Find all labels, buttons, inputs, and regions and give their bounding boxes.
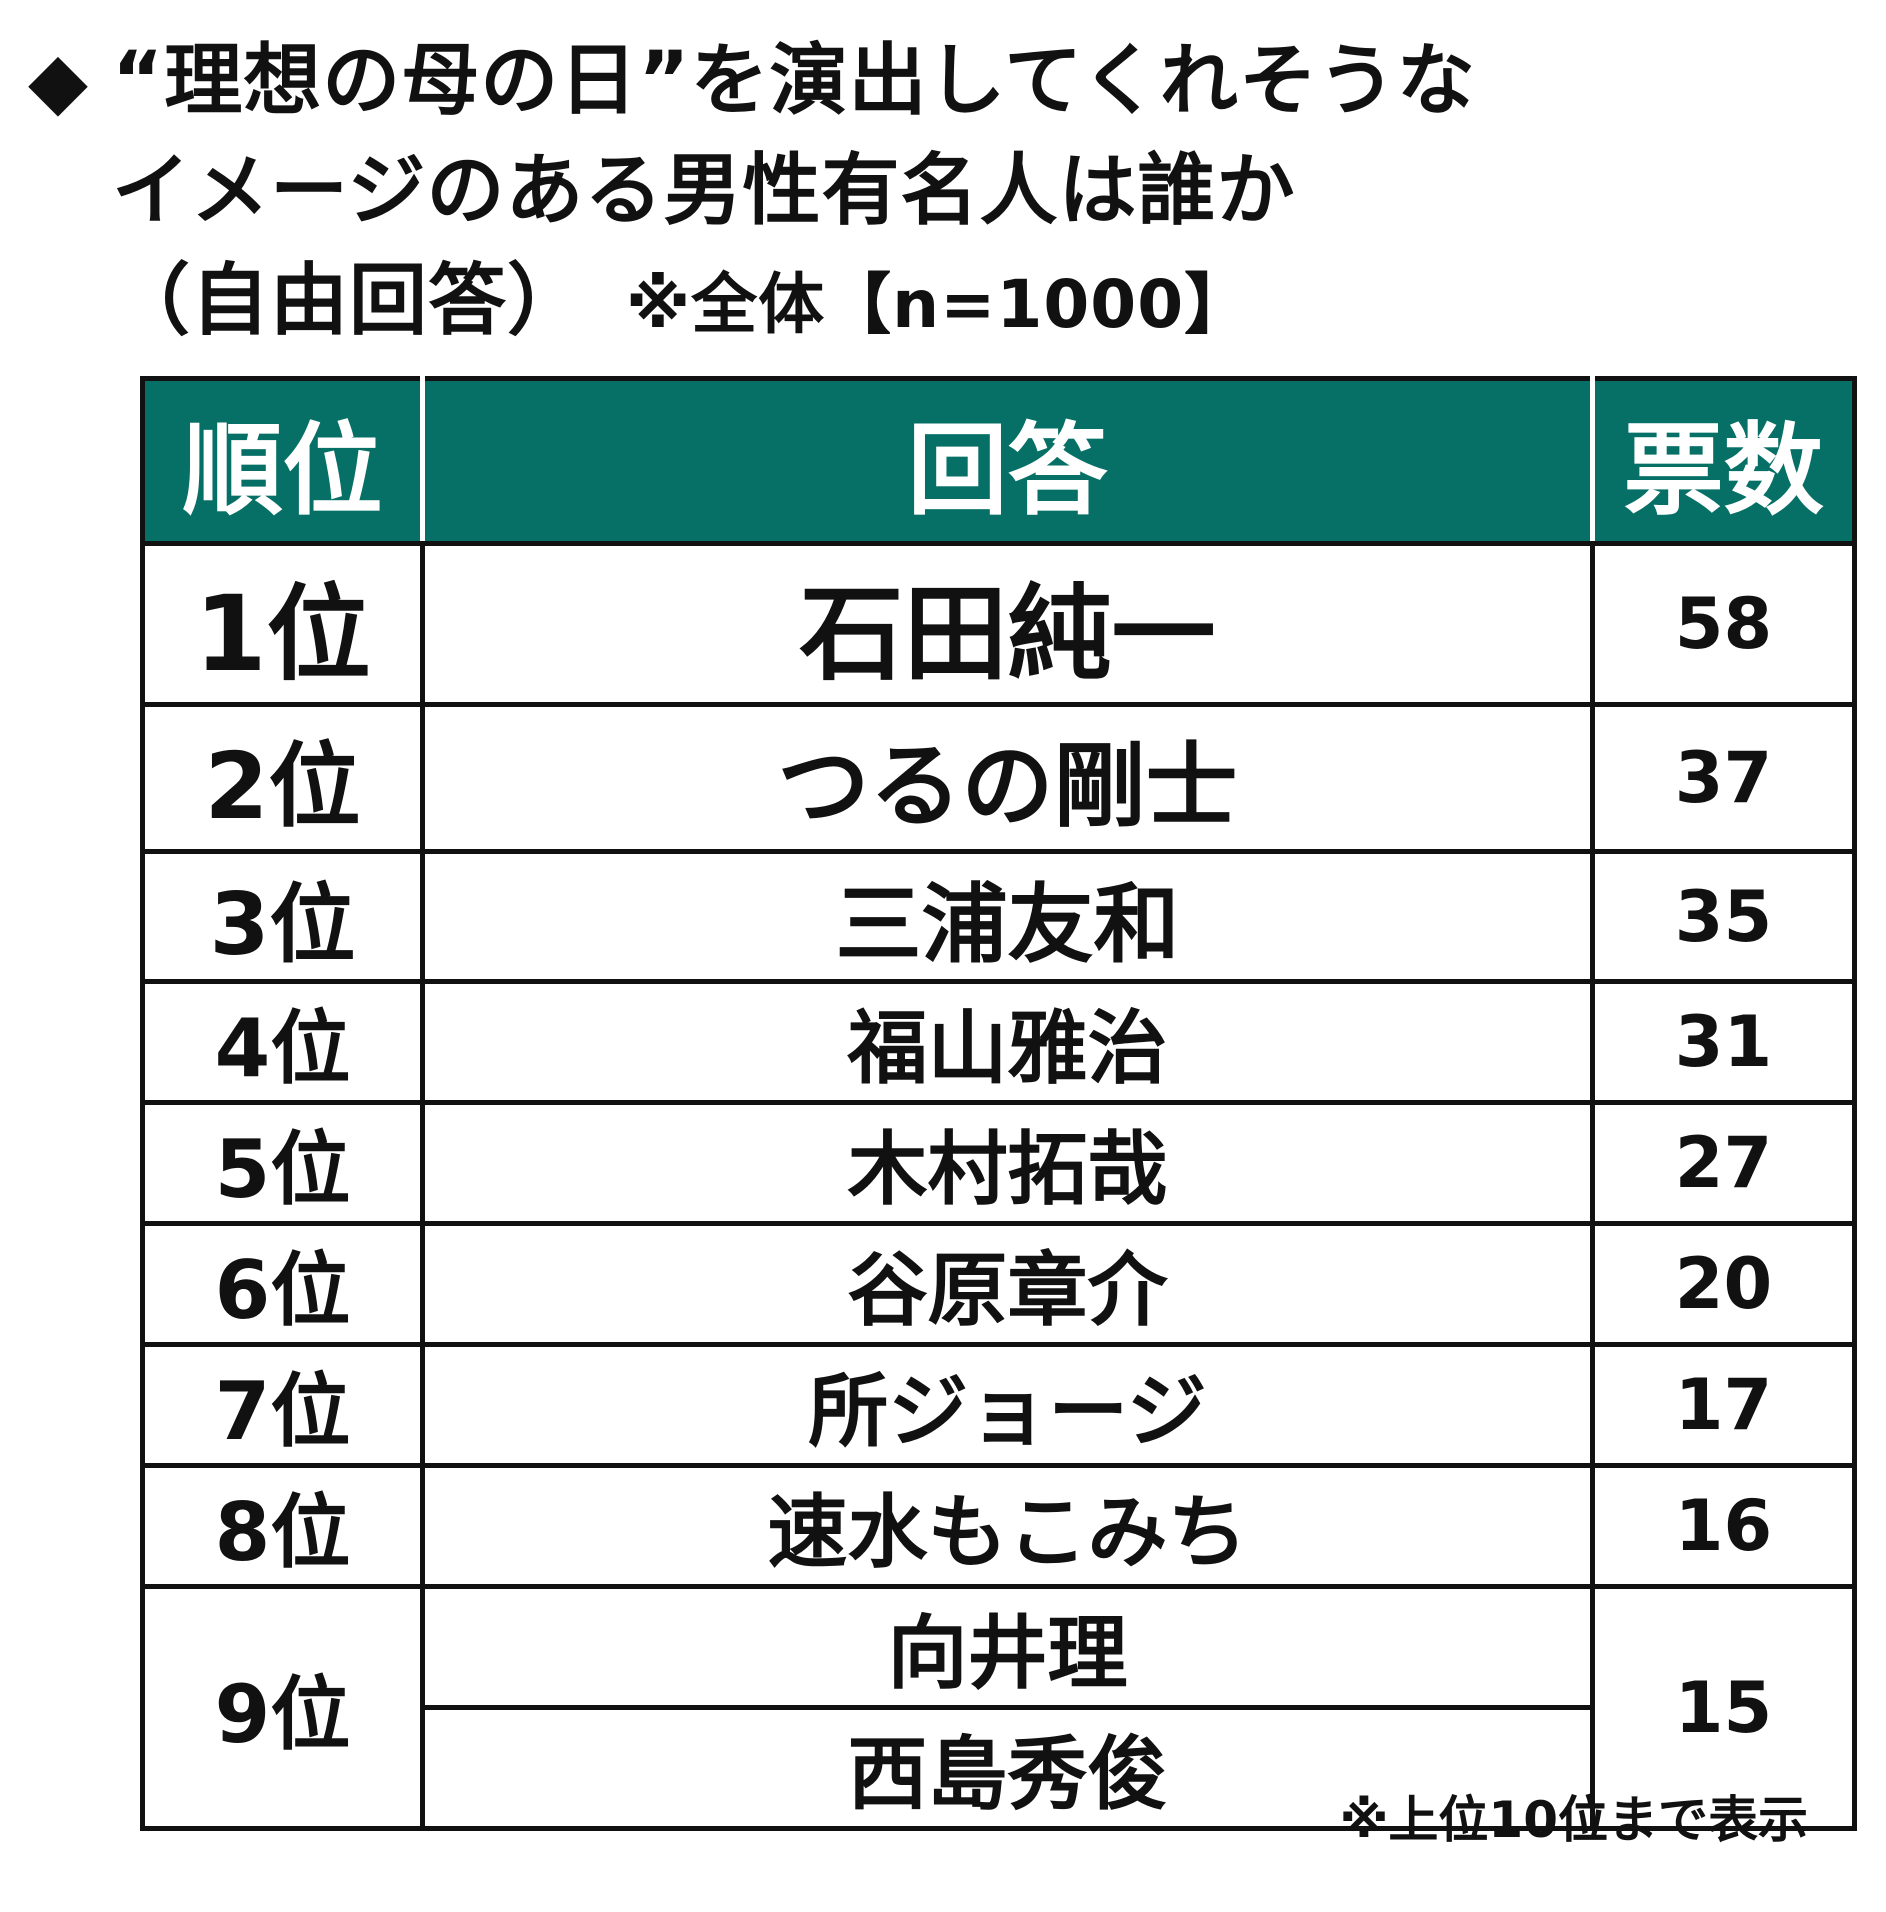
answer-cell: つるの剛士	[420, 702, 1595, 854]
votes-cell: 15	[1590, 1584, 1857, 1831]
rank-cell: 5位	[140, 1100, 425, 1226]
answer-cell: 福山雅治	[420, 979, 1595, 1105]
table-row: 4位 福山雅治 31	[140, 979, 1857, 1105]
table-row: 西島秀俊	[143, 1705, 1855, 1831]
diamond-icon: ◆	[28, 36, 89, 126]
table-row: 3位 三浦友和 35	[140, 849, 1857, 984]
title-block: ◆ “理想の母の日”を演出してくれそうな イメージのある男性有名人は誰か （自由回…	[28, 26, 1528, 360]
answer-cell: 所ジョージ	[420, 1342, 1595, 1468]
table-row: 8位 速水もこみち 16	[140, 1463, 1857, 1589]
answer-cell: 西島秀俊	[420, 1705, 1595, 1831]
rank-cell: 9位	[140, 1584, 425, 1831]
rank-cell: 3位	[140, 849, 425, 984]
votes-cell: 17	[1590, 1342, 1857, 1468]
answer-cell: 速水もこみち	[420, 1463, 1595, 1589]
rank-cell: 1位	[140, 541, 425, 707]
answer-cell: 木村拓哉	[420, 1100, 1595, 1226]
header-answer: 回答	[420, 376, 1595, 546]
table-row: 9位 向井理 15	[140, 1584, 1857, 1831]
rank-cell: 4位	[140, 979, 425, 1105]
answer-cell: 谷原章介	[420, 1221, 1595, 1347]
title-line-2: イメージのある男性有名人は誰か	[112, 146, 1296, 236]
table-row: 2位 つるの剛士 37	[140, 702, 1857, 854]
answer-cell: 三浦友和	[420, 849, 1595, 984]
rank-cell: 2位	[140, 702, 425, 854]
table-header-row: 順位 回答 票数	[140, 376, 1857, 546]
table-row: 7位 所ジョージ 17	[140, 1342, 1857, 1468]
ranking-table: 順位 回答 票数 1位 石田純一 58 2位 つるの剛士 37 3位 三浦友和 …	[140, 376, 1857, 1831]
votes-cell: 31	[1590, 979, 1857, 1105]
sample-size-note: ※全体【n=1000】	[626, 266, 1252, 343]
footnote: ※上位10位まで表示	[1339, 1791, 1808, 1849]
table-row: 6位 谷原章介 20	[140, 1221, 1857, 1347]
rank-cell: 7位	[140, 1342, 425, 1468]
title-text-3: （自由回答）	[112, 256, 587, 346]
header-rank: 順位	[140, 376, 425, 546]
table-row: 5位 木村拓哉 27	[140, 1100, 1857, 1226]
answer-cell: 向井理	[420, 1584, 1595, 1710]
table-row: 1位 石田純一 58	[140, 541, 1857, 707]
rank-cell: 8位	[140, 1463, 425, 1589]
votes-cell: 16	[1590, 1463, 1857, 1589]
title-text-1: “理想の母の日”を演出してくれそうな	[112, 36, 1476, 126]
answer-cell: 石田純一	[420, 541, 1595, 707]
rank-cell: 6位	[140, 1221, 425, 1347]
votes-cell: 37	[1590, 702, 1857, 854]
title-line-1: ◆ “理想の母の日”を演出してくれそうな	[28, 26, 1528, 136]
votes-cell: 35	[1590, 849, 1857, 984]
header-votes: 票数	[1590, 376, 1857, 546]
votes-cell: 27	[1590, 1100, 1857, 1226]
title-line-3: （自由回答） ※全体【n=1000】	[28, 246, 1528, 360]
votes-cell: 58	[1590, 541, 1857, 707]
votes-cell: 20	[1590, 1221, 1857, 1347]
